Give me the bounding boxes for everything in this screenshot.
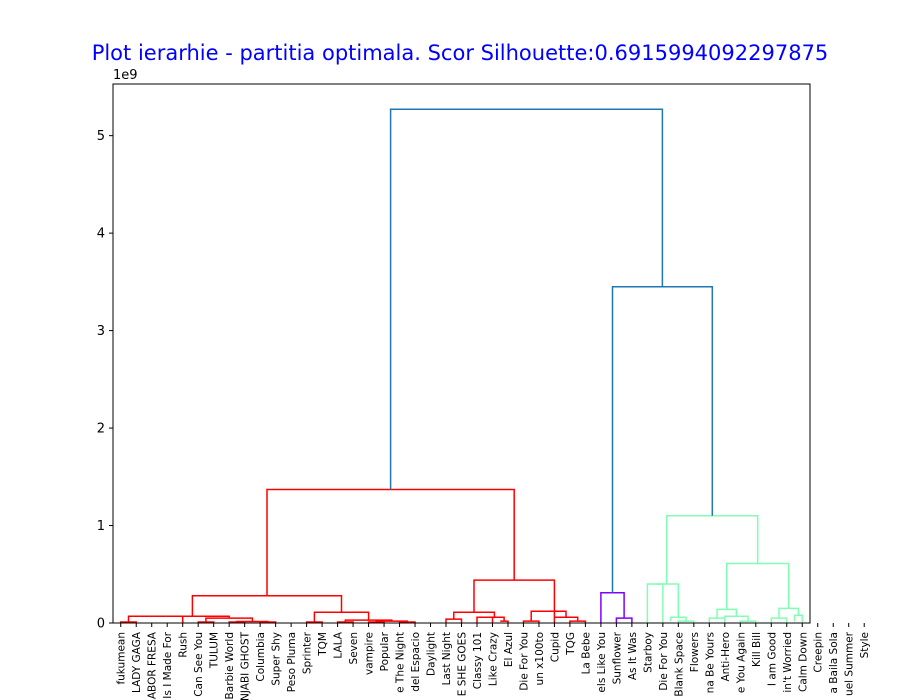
dendrogram-link-20 (453, 611, 496, 620)
y-tick-label: 3 (97, 324, 105, 339)
dendrogram-link-41 (725, 562, 790, 610)
leaf-label: Flowers (689, 632, 701, 672)
leaf-label: na Be Yours (704, 632, 716, 693)
leaf-label: TQM (317, 632, 329, 657)
leaf-label: I am Good (766, 632, 778, 686)
dendrogram-links (119, 108, 804, 623)
leaf-label: Sprinter (302, 631, 314, 674)
leaf-label: in't Worried (782, 632, 794, 693)
dendrogram-link-18 (500, 620, 509, 623)
leaf-label: Die For You (658, 632, 670, 691)
dendrogram-link-25 (542, 610, 567, 618)
y-axis: 0 1 2 3 4 5 (97, 129, 113, 632)
dendrogram-link-38 (770, 617, 788, 623)
leaf-label: del Espacio (410, 632, 422, 692)
leaf-label: e The Night (395, 632, 407, 693)
dendrogram-link-5 (236, 620, 269, 623)
y-tick-label: 2 (97, 422, 105, 437)
y-tick-label: 4 (97, 227, 105, 242)
leaf-label: La Bebe (580, 632, 592, 674)
leaf-label: els Like You (596, 632, 608, 693)
leaf-label: PUNJABI GHOST (240, 631, 252, 700)
dendrogram-link-30 (646, 583, 664, 623)
dendrogram-link-42 (665, 515, 759, 584)
leaf-label: Die For You (518, 632, 530, 691)
leaf-label: As It Was (627, 632, 639, 680)
leaf-label: Calm Down (797, 632, 809, 692)
leaf-label: uel Summer (844, 631, 856, 696)
dendrogram-link-26 (473, 579, 556, 613)
dendrogram-link-33 (655, 583, 680, 618)
leaf-label: Starboy (642, 632, 654, 673)
leaf-label: SABOR FRESA (147, 631, 159, 700)
leaf-label: e You Again (735, 632, 747, 693)
leaf-label: LADY GAGA (131, 631, 143, 693)
dendrogram-link-7 (155, 615, 230, 619)
dendrogram-link-43 (611, 285, 714, 593)
leaf-label: Popular (379, 631, 391, 671)
leaf-label: Like Crazy (487, 632, 499, 686)
leaf-label: Anti-Hero (720, 632, 732, 682)
dendrogram-link-16 (445, 618, 463, 623)
leaf-label: Kill Bill (751, 632, 763, 667)
dendrogram-link-17 (476, 616, 494, 623)
y-tick-label: 0 (97, 617, 105, 632)
leaf-label: Peso Pluma (286, 632, 298, 692)
y-tick-label: 5 (97, 129, 105, 144)
leaf-label: Classy 101 (472, 632, 484, 689)
leaf-label: TQG (565, 632, 577, 656)
dendrogram-link-19 (484, 616, 505, 622)
leaf-label: Style (859, 632, 871, 658)
leaf-label: Blank Space (673, 632, 685, 697)
leaf-label: un x100to (534, 632, 546, 685)
leaf-label: Daylight (426, 632, 438, 676)
leaf-label: Cupid (549, 632, 561, 662)
leaf-label: fukumean (116, 632, 128, 685)
y-tick-label: 1 (97, 519, 105, 534)
x-axis: fukumean LADY GAGA SABOR FRESA Is I Made Fo… (116, 623, 871, 700)
chart-title: Plot ierarhie - partitia optimala. Scor … (92, 41, 829, 65)
leaf-label: Super Shy (271, 632, 283, 686)
leaf-label: LALA (333, 631, 345, 658)
plot-frame (112, 83, 811, 624)
leaf-label: E SHE GOES (457, 632, 469, 697)
dendrogram-link-15 (191, 594, 343, 617)
dendrogram-link-40 (778, 607, 800, 619)
leaf-label: Rush (178, 632, 190, 658)
dendrogram-link-28 (615, 617, 633, 623)
leaf-label: vampire (364, 632, 376, 675)
leaf-label: Seven (348, 632, 360, 664)
leaf-label: Creepin (813, 632, 825, 673)
dendrogram-link-34 (708, 617, 726, 623)
leaf-label: Sunflower (611, 631, 623, 684)
leaf-label: El Azul (503, 632, 515, 667)
leaf-label: Is I Made For (162, 631, 174, 698)
leaf-label: Barbie World (224, 632, 236, 699)
leaf-label: Can See You (193, 632, 205, 697)
dendrogram-link-44 (389, 108, 664, 490)
leaf-label: TULUM (209, 632, 221, 669)
leaf-label: Last Night (441, 632, 453, 685)
y-axis-multiplier-label: 1e9 (113, 68, 138, 83)
dendrogram-link-39 (793, 614, 804, 623)
dendrogram-link-24 (554, 616, 579, 622)
leaf-label: a Baila Sola (828, 632, 840, 693)
leaf-label: Columbia (255, 632, 267, 682)
